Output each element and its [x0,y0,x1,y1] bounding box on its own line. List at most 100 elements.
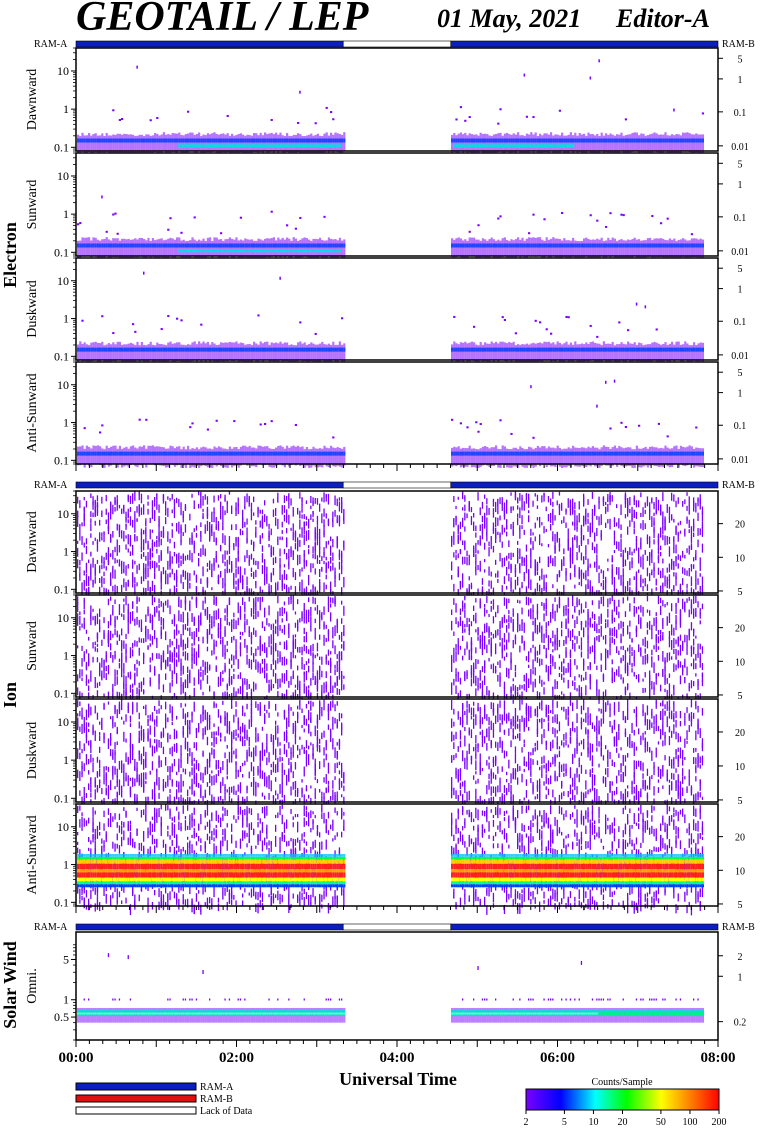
data-cell [129,239,132,259]
data-cell [209,560,211,570]
data-cell [209,525,211,534]
data-cell [466,550,468,557]
data-cell [149,529,151,540]
data-cell [233,673,235,680]
data-cell [660,447,663,467]
data-cell [222,554,224,564]
data-cell [171,568,173,575]
data-cell [598,343,601,363]
data-cell [585,584,587,595]
data-cell [497,217,500,220]
data-cell [576,347,579,352]
data-cell [679,243,682,248]
data-cell [255,560,257,566]
data-cell [281,521,283,528]
data-cell [343,576,345,588]
data-cell [110,502,112,514]
data-cell [206,609,209,620]
data-cell [118,138,121,143]
right-tick-label: 0.01 [731,247,749,258]
data-cell [521,243,524,248]
data-cell [699,243,702,248]
data-cell [503,133,506,153]
data-cell [211,249,214,253]
data-cell [94,615,96,626]
data-cell [308,545,310,549]
data-cell [312,451,315,456]
data-cell [149,240,152,260]
data-cell [246,134,249,154]
data-cell [534,493,536,497]
data-cell [105,552,107,560]
data-cell [503,507,506,517]
data-cell [640,492,642,498]
data-cell [180,539,182,546]
data-cell [596,404,598,408]
data-cell [143,652,145,659]
data-cell [114,619,116,629]
data-cell [140,681,143,689]
data-cell [583,556,585,565]
data-cell [231,249,234,253]
data-cell [673,108,675,112]
data-cell [695,451,698,456]
data-cell [521,144,524,148]
data-cell [132,580,134,588]
data-cell [187,617,189,626]
data-cell [187,637,189,642]
data-cell [191,631,193,640]
data-cell [121,584,123,593]
data-cell [455,451,458,456]
data-cell [242,681,244,687]
data-cell [675,544,677,554]
data-cell [198,615,200,625]
data-cell [116,138,119,143]
data-cell [169,555,171,567]
data-cell [134,451,137,456]
data-cell [481,134,484,153]
data-cell [490,580,492,589]
data-cell [213,451,216,456]
data-cell [457,344,460,363]
data-cell [585,347,588,352]
data-cell [261,589,264,593]
data-cell [158,564,160,571]
data-cell [497,347,500,352]
data-cell [305,631,308,643]
data-cell [660,527,662,538]
data-cell [466,144,469,148]
data-cell [286,451,289,456]
data-cell [171,556,173,564]
data-cell [651,451,654,456]
data-cell [495,347,498,352]
data-cell [167,238,170,258]
data-cell [107,691,110,699]
data-cell [308,689,310,697]
data-cell [259,249,262,253]
data-cell [272,647,275,652]
data-cell [250,138,253,143]
data-cell [510,492,512,496]
data-cell [253,496,255,503]
data-cell [649,451,652,456]
data-cell [99,451,102,456]
data-cell [543,492,545,502]
data-cell [259,520,261,528]
data-cell [275,347,278,352]
data-cell [684,447,687,467]
data-cell [475,566,477,576]
data-cell [292,144,295,148]
data-cell [578,513,580,523]
data-cell [609,492,611,500]
data-cell [85,629,88,634]
data-cell [266,674,268,683]
data-cell [682,344,685,363]
data-cell [530,564,532,569]
data-cell [327,518,330,526]
data-cell [257,561,259,565]
data-cell [224,550,226,560]
right-tick-label: 1 [738,75,743,86]
data-cell [519,239,522,259]
data-cell [83,138,86,143]
data-cell [682,451,685,456]
